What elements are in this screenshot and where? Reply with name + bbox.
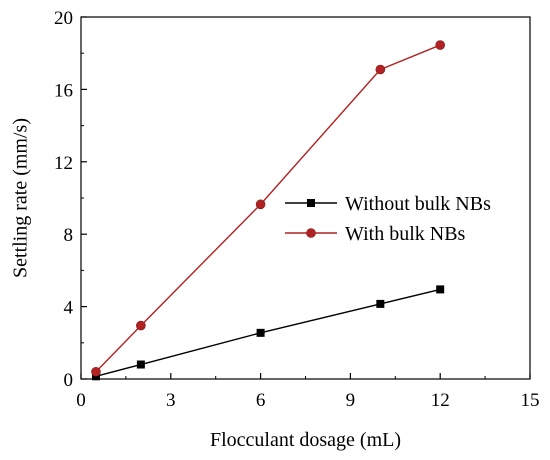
y-tick-label: 8 [64,225,74,246]
data-point [136,320,146,331]
data-point [436,285,445,294]
y-tick-label: 4 [64,298,74,319]
data-point [435,40,446,50]
y-tick-label: 12 [54,153,73,174]
legend-entry-with-bulk-nbs: With bulk NBs [285,223,466,245]
legend-label: Without bulk NBs [345,193,491,215]
x-tick-label: 3 [166,390,176,411]
legend-swatch-marker [307,199,315,207]
y-tick-label: 20 [54,8,73,29]
data-point [375,64,386,75]
legend-entry-without-bulk-nbs: Without bulk NBs [285,193,491,215]
legend: Without bulk NBs With bulk NBs [285,193,491,245]
series-layer [91,40,446,381]
x-tick-label: 0 [76,390,86,411]
series-line [95,288,441,377]
legend-label: With bulk NBs [345,223,466,245]
y-tick-label: 16 [54,80,73,101]
data-point [255,199,266,210]
x-axis-title: Flocculant dosage (mL) [210,429,401,451]
data-point [256,328,265,337]
y-axis-title: Settling rate (mm/s) [10,118,32,278]
data-point [91,366,101,377]
data-point [136,360,145,369]
x-tick-label: 15 [521,390,540,411]
x-tick-label: 9 [346,390,356,411]
y-tick-label: 0 [64,370,74,391]
x-axis: 0 3 6 9 12 15 [76,373,540,411]
legend-swatch-marker [306,228,316,238]
x-tick-label: 12 [431,390,450,411]
y-axis: 0 4 8 12 16 20 [54,8,87,391]
data-point [376,299,385,308]
x-tick-label: 6 [256,390,266,411]
